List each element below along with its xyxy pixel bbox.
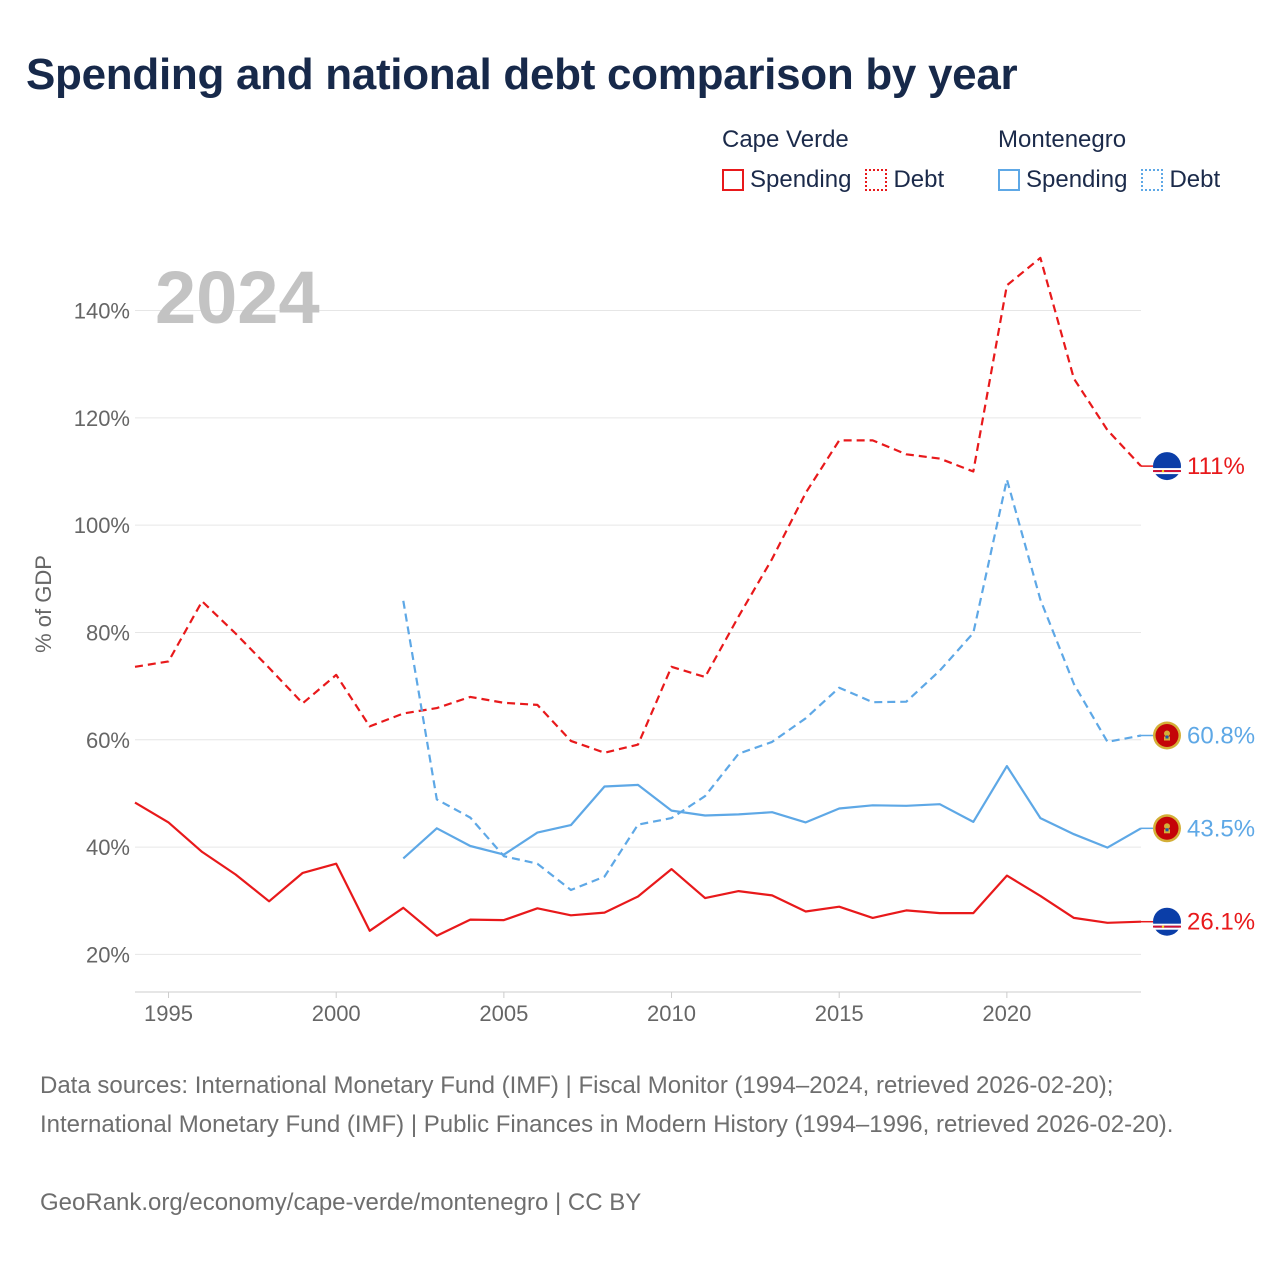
series-line-montenegro-spending — [402, 765, 1142, 860]
y-axis-title: % of GDP — [31, 555, 56, 653]
legend-label: Spending — [750, 166, 852, 193]
legend-label: Spending — [1026, 166, 1128, 193]
legend-swatch-solid-icon — [722, 169, 744, 191]
flag-stripe — [1153, 923, 1181, 926]
series-line-cape-verde-debt — [134, 256, 1142, 754]
flag-stripe — [1153, 472, 1181, 475]
legend-label: Debt — [893, 166, 945, 193]
legend-swatch-dotted-icon — [1141, 169, 1164, 191]
x-tick-label: 1995 — [144, 1001, 193, 1026]
legend-item-montenegro-debt[interactable]: Debt — [1141, 166, 1220, 194]
legend-item-cape-verde-spending[interactable]: Spending — [722, 166, 851, 194]
y-tick-label: 60% — [86, 728, 130, 753]
flag-stripe — [1153, 468, 1181, 471]
x-tick-label: 2000 — [312, 1001, 361, 1026]
flag-star — [1161, 925, 1165, 928]
legend-label: Debt — [1169, 166, 1221, 193]
legend-title-montenegro: Montenegro — [998, 126, 1127, 153]
legend-group-cape-verde: Cape Verde Spending Debt — [722, 124, 958, 194]
y-tick-label: 140% — [74, 298, 130, 323]
credit-link[interactable]: GeoRank.org/economy/cape-verde/montenegr… — [40, 1189, 642, 1216]
end-value-label: 60.8% — [1187, 722, 1255, 749]
y-tick-label: 20% — [86, 942, 130, 967]
legend-title-cape-verde: Cape Verde — [722, 126, 849, 153]
flag-stripe — [1153, 925, 1181, 928]
x-tick-label: 2005 — [479, 1001, 528, 1026]
flag-emblem — [1165, 735, 1169, 739]
cape-verde-flag-disc — [1153, 452, 1181, 481]
end-marker-cape-verde-flag-icon — [1153, 452, 1181, 481]
end-value-label: 43.5% — [1187, 815, 1255, 842]
legend-item-cape-verde-debt[interactable]: Debt — [865, 166, 944, 194]
flag-emblem — [1164, 823, 1170, 830]
y-tick-label: 40% — [86, 835, 130, 860]
series-line-cape-verde-spending — [134, 801, 1142, 937]
flag-stripe — [1153, 927, 1181, 930]
end-value-label: 111% — [1187, 453, 1245, 480]
cape-verde-flag-disc — [1153, 907, 1181, 936]
x-tick-label: 2010 — [647, 1001, 696, 1026]
y-tick-label: 120% — [74, 406, 130, 431]
legend-item-montenegro-spending[interactable]: Spending — [998, 166, 1127, 194]
end-marker-cape-verde-flag-icon — [1153, 907, 1181, 936]
flag-emblem — [1165, 828, 1169, 832]
x-tick-label: 2020 — [982, 1001, 1031, 1026]
end-value-label: 26.1% — [1187, 909, 1255, 936]
series-line-montenegro-debt — [402, 478, 1142, 892]
legend-swatch-dotted-icon — [865, 169, 888, 191]
y-tick-label: 80% — [86, 620, 130, 645]
y-tick-label: 100% — [74, 513, 130, 538]
data-sources-note: Data sources: International Monetary Fun… — [40, 1072, 1174, 1138]
flag-star — [1161, 469, 1165, 473]
flag-stripe — [1153, 470, 1181, 473]
line-chart: 2024 20% 40% 60% 80% 100% 120% 140% 1995 2000 200… — [31, 256, 1255, 1026]
legend-group-montenegro: Montenegro Spending Debt — [998, 124, 1234, 194]
end-marker-montenegro-flag-icon — [1153, 721, 1181, 750]
x-tick-label: 2015 — [815, 1001, 864, 1026]
legend-swatch-solid-icon — [998, 169, 1020, 191]
end-marker-montenegro-flag-icon — [1153, 814, 1181, 843]
year-watermark: 2024 — [155, 256, 320, 339]
chart-title: Spending and national debt comparison by… — [26, 50, 1018, 99]
flag-emblem — [1164, 730, 1170, 737]
